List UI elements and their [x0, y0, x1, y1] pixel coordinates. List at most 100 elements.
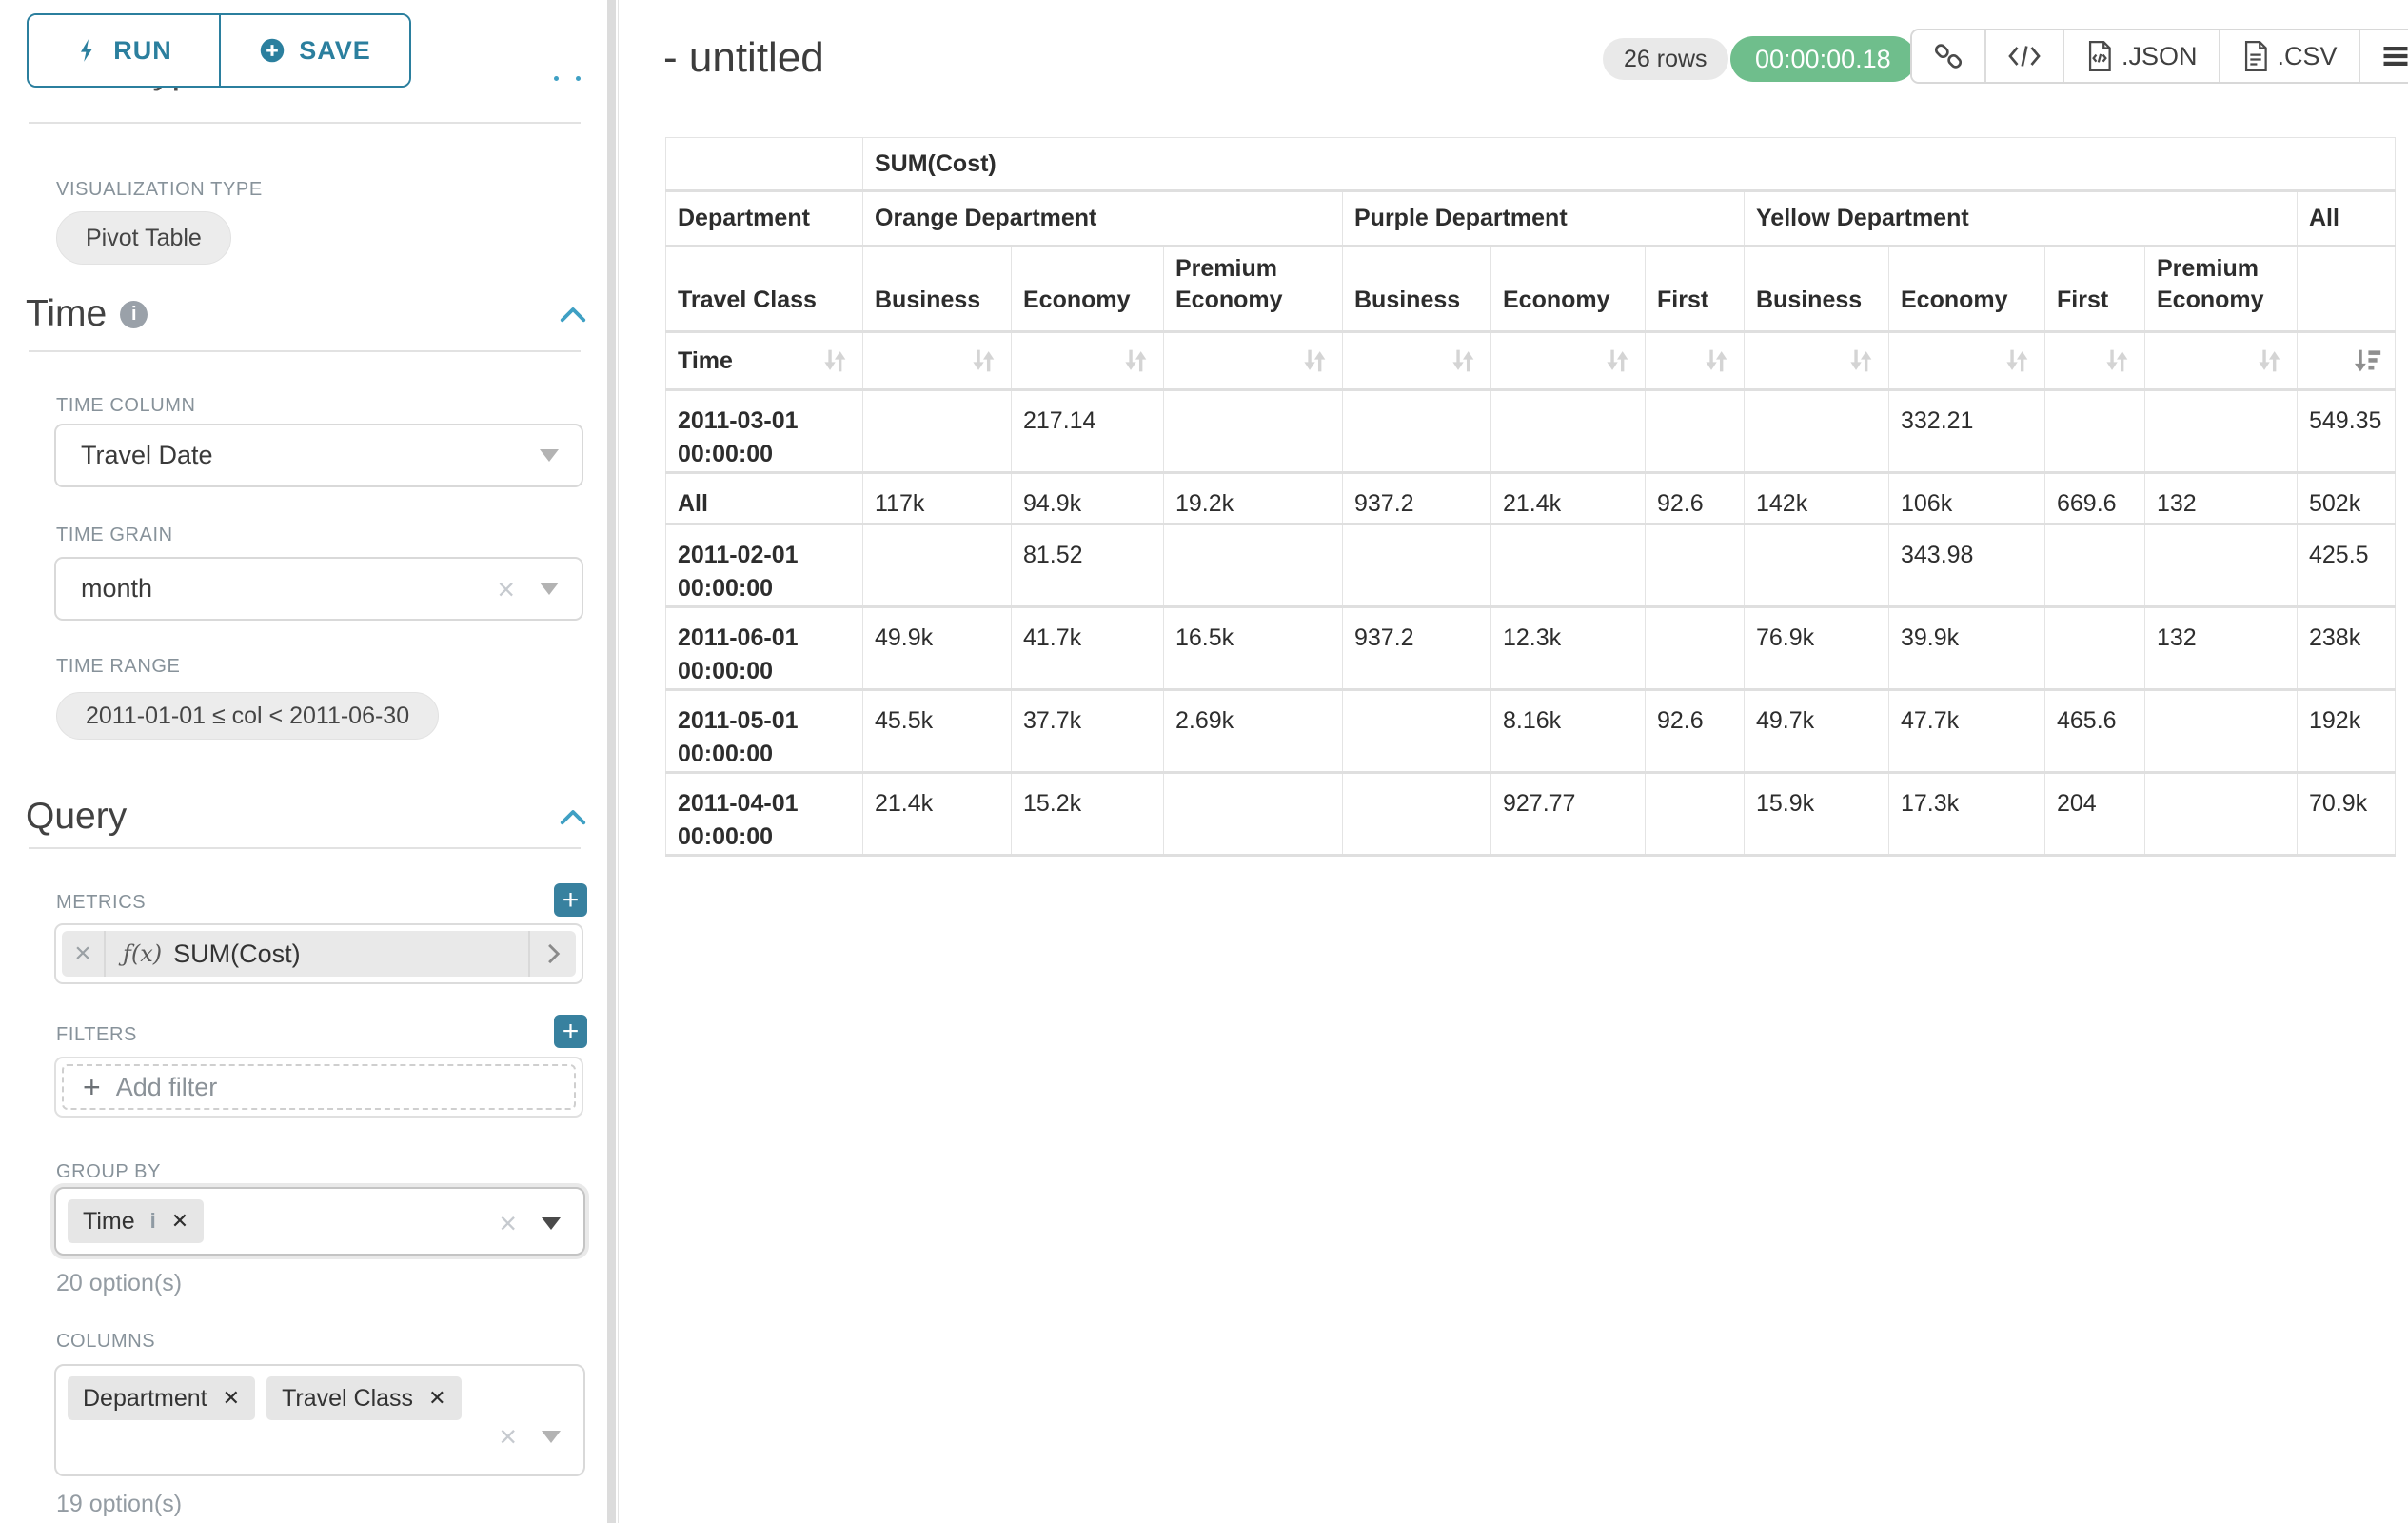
sort-icon[interactable]: [1119, 345, 1152, 377]
pivot-sort-header[interactable]: [1889, 332, 2045, 390]
pivot-value-cell: [1491, 390, 1646, 473]
metric-pill[interactable]: × ƒ(x) SUM(Cost): [62, 931, 576, 977]
sort-icon[interactable]: [967, 345, 999, 377]
sort-icon[interactable]: [2101, 345, 2133, 377]
pivot-value-cell: [1745, 524, 1889, 607]
pivot-value-cell: [1343, 390, 1491, 473]
pivot-value-cell: [2045, 607, 2145, 690]
control-panel-sidebar: Chart Type RUN SAVE VISUALIZATION TYPE P…: [0, 0, 619, 1523]
pivot-value-cell: 81.52: [1012, 524, 1164, 607]
time-range-label: TIME RANGE: [56, 656, 180, 678]
chart-title[interactable]: - untitled: [663, 34, 824, 82]
pivot-group-header: Yellow Department: [1745, 191, 2298, 247]
pivot-value-cell: 465.6: [2045, 690, 2145, 773]
pivot-group-header: Orange Department: [863, 191, 1343, 247]
pivot-time-sort-header[interactable]: Time: [666, 332, 863, 390]
pivot-data-row: 2011-04-01 00:00:0021.4k15.2k927.7715.9k…: [666, 773, 2396, 856]
clear-icon[interactable]: ×: [499, 1208, 517, 1238]
pivot-sort-header[interactable]: [863, 332, 1012, 390]
link-icon: [1933, 41, 1964, 71]
pivot-col-header: First: [2045, 247, 2145, 332]
pivot-value-cell: 192k: [2298, 690, 2396, 773]
group-by-select[interactable]: Timei✕ ×: [54, 1187, 585, 1256]
pivot-value-cell: [1646, 390, 1745, 473]
run-button[interactable]: RUN: [29, 15, 219, 86]
superset-explore-view: Chart Type RUN SAVE VISUALIZATION TYPE P…: [0, 0, 2408, 1523]
pivot-value-cell: [2145, 690, 2298, 773]
caret-down-icon[interactable]: [542, 1217, 561, 1230]
pivot-value-cell: 70.9k: [2298, 773, 2396, 856]
caret-down-icon[interactable]: [540, 449, 559, 462]
pivot-value-cell: 332.21: [1889, 390, 2045, 473]
remove-metric-icon[interactable]: ×: [62, 931, 106, 977]
sort-icon[interactable]: [819, 345, 851, 377]
columns-options-hint: 19 option(s): [56, 1491, 182, 1518]
sort-icon[interactable]: [1298, 345, 1331, 377]
time-grain-value: month: [56, 574, 152, 603]
pivot-sort-header[interactable]: [1646, 332, 1745, 390]
pivot-value-cell: 669.6: [2045, 473, 2145, 524]
pivot-sort-header[interactable]: [1343, 332, 1491, 390]
chevron-up-icon[interactable]: [559, 807, 587, 826]
remove-chip-icon[interactable]: ✕: [428, 1386, 445, 1411]
columns-select[interactable]: Department✕Travel Class✕ ×: [54, 1364, 585, 1476]
export-json-button[interactable]: .JSON: [2063, 30, 2219, 82]
view-query-button[interactable]: [1984, 30, 2063, 82]
chevron-up-icon[interactable]: [559, 305, 587, 324]
sort-icon[interactable]: [1601, 345, 1633, 377]
remove-chip-icon[interactable]: ✕: [171, 1209, 188, 1234]
pivot-sort-header[interactable]: [1012, 332, 1164, 390]
pivot-value-cell: [1343, 524, 1491, 607]
copy-link-button[interactable]: [1912, 30, 1984, 82]
sort-icon[interactable]: [1845, 345, 1877, 377]
columns-chip[interactable]: Travel Class✕: [266, 1376, 461, 1420]
visualization-type-pill[interactable]: Pivot Table: [56, 211, 231, 265]
sort-desc-active-icon[interactable]: [2351, 345, 2383, 377]
add-metric-button[interactable]: +: [554, 883, 587, 917]
pivot-sort-header[interactable]: [1491, 332, 1646, 390]
add-filter-plus-button[interactable]: +: [554, 1015, 587, 1048]
pivot-sort-header[interactable]: [1745, 332, 1889, 390]
time-range-pill[interactable]: 2011-01-01 ≤ col < 2011-06-30: [56, 692, 439, 740]
menu-button[interactable]: [2359, 30, 2408, 82]
group-by-chip[interactable]: Timei✕: [68, 1199, 204, 1243]
add-filter-button[interactable]: + Add filter: [62, 1064, 576, 1110]
save-button[interactable]: SAVE: [219, 15, 409, 86]
pivot-sort-header[interactable]: [2045, 332, 2145, 390]
caret-down-icon[interactable]: [542, 1431, 561, 1443]
remove-chip-icon[interactable]: ✕: [223, 1386, 240, 1411]
pivot-value-cell: 47.7k: [1889, 690, 2045, 773]
time-section-header[interactable]: Time i: [26, 293, 587, 335]
pivot-row-label: 2011-06-01 00:00:00: [666, 607, 863, 690]
pivot-value-cell: [2145, 773, 2298, 856]
pivot-group-header: Purple Department: [1343, 191, 1745, 247]
time-column-select[interactable]: Travel Date: [54, 424, 583, 487]
pivot-value-cell: 117k: [863, 473, 1012, 524]
time-grain-select[interactable]: month ×: [54, 557, 583, 621]
pivot-sort-header[interactable]: [1164, 332, 1343, 390]
chip-label: Time: [83, 1208, 135, 1236]
sidebar-scrollbar[interactable]: [607, 0, 616, 1523]
time-column-label: TIME COLUMN: [56, 395, 196, 417]
pivot-value-cell: [1646, 607, 1745, 690]
query-timer-badge: 00:00:00.18: [1730, 36, 1916, 82]
columns-chip[interactable]: Department✕: [68, 1376, 255, 1420]
pivot-sort-header[interactable]: [2298, 332, 2396, 390]
query-section-header[interactable]: Query: [26, 796, 587, 838]
sort-icon[interactable]: [1447, 345, 1479, 377]
pivot-sort-header[interactable]: [2145, 332, 2298, 390]
clear-icon[interactable]: ×: [497, 574, 515, 604]
pivot-value-cell: [1164, 524, 1343, 607]
sort-icon[interactable]: [2001, 345, 2033, 377]
expand-metric-icon[interactable]: [528, 931, 576, 977]
sort-icon[interactable]: [1700, 345, 1732, 377]
pivot-value-cell: [1343, 773, 1491, 856]
pivot-value-cell: [1646, 524, 1745, 607]
pivot-table: SUM(Cost)DepartmentOrange DepartmentPurp…: [665, 137, 2396, 857]
clear-icon[interactable]: ×: [499, 1421, 517, 1452]
sort-icon[interactable]: [2253, 345, 2285, 377]
row-count-badge: 26 rows: [1603, 38, 1728, 80]
pivot-col-header: First: [1646, 247, 1745, 332]
export-csv-button[interactable]: .CSV: [2219, 30, 2359, 82]
caret-down-icon[interactable]: [540, 583, 559, 595]
